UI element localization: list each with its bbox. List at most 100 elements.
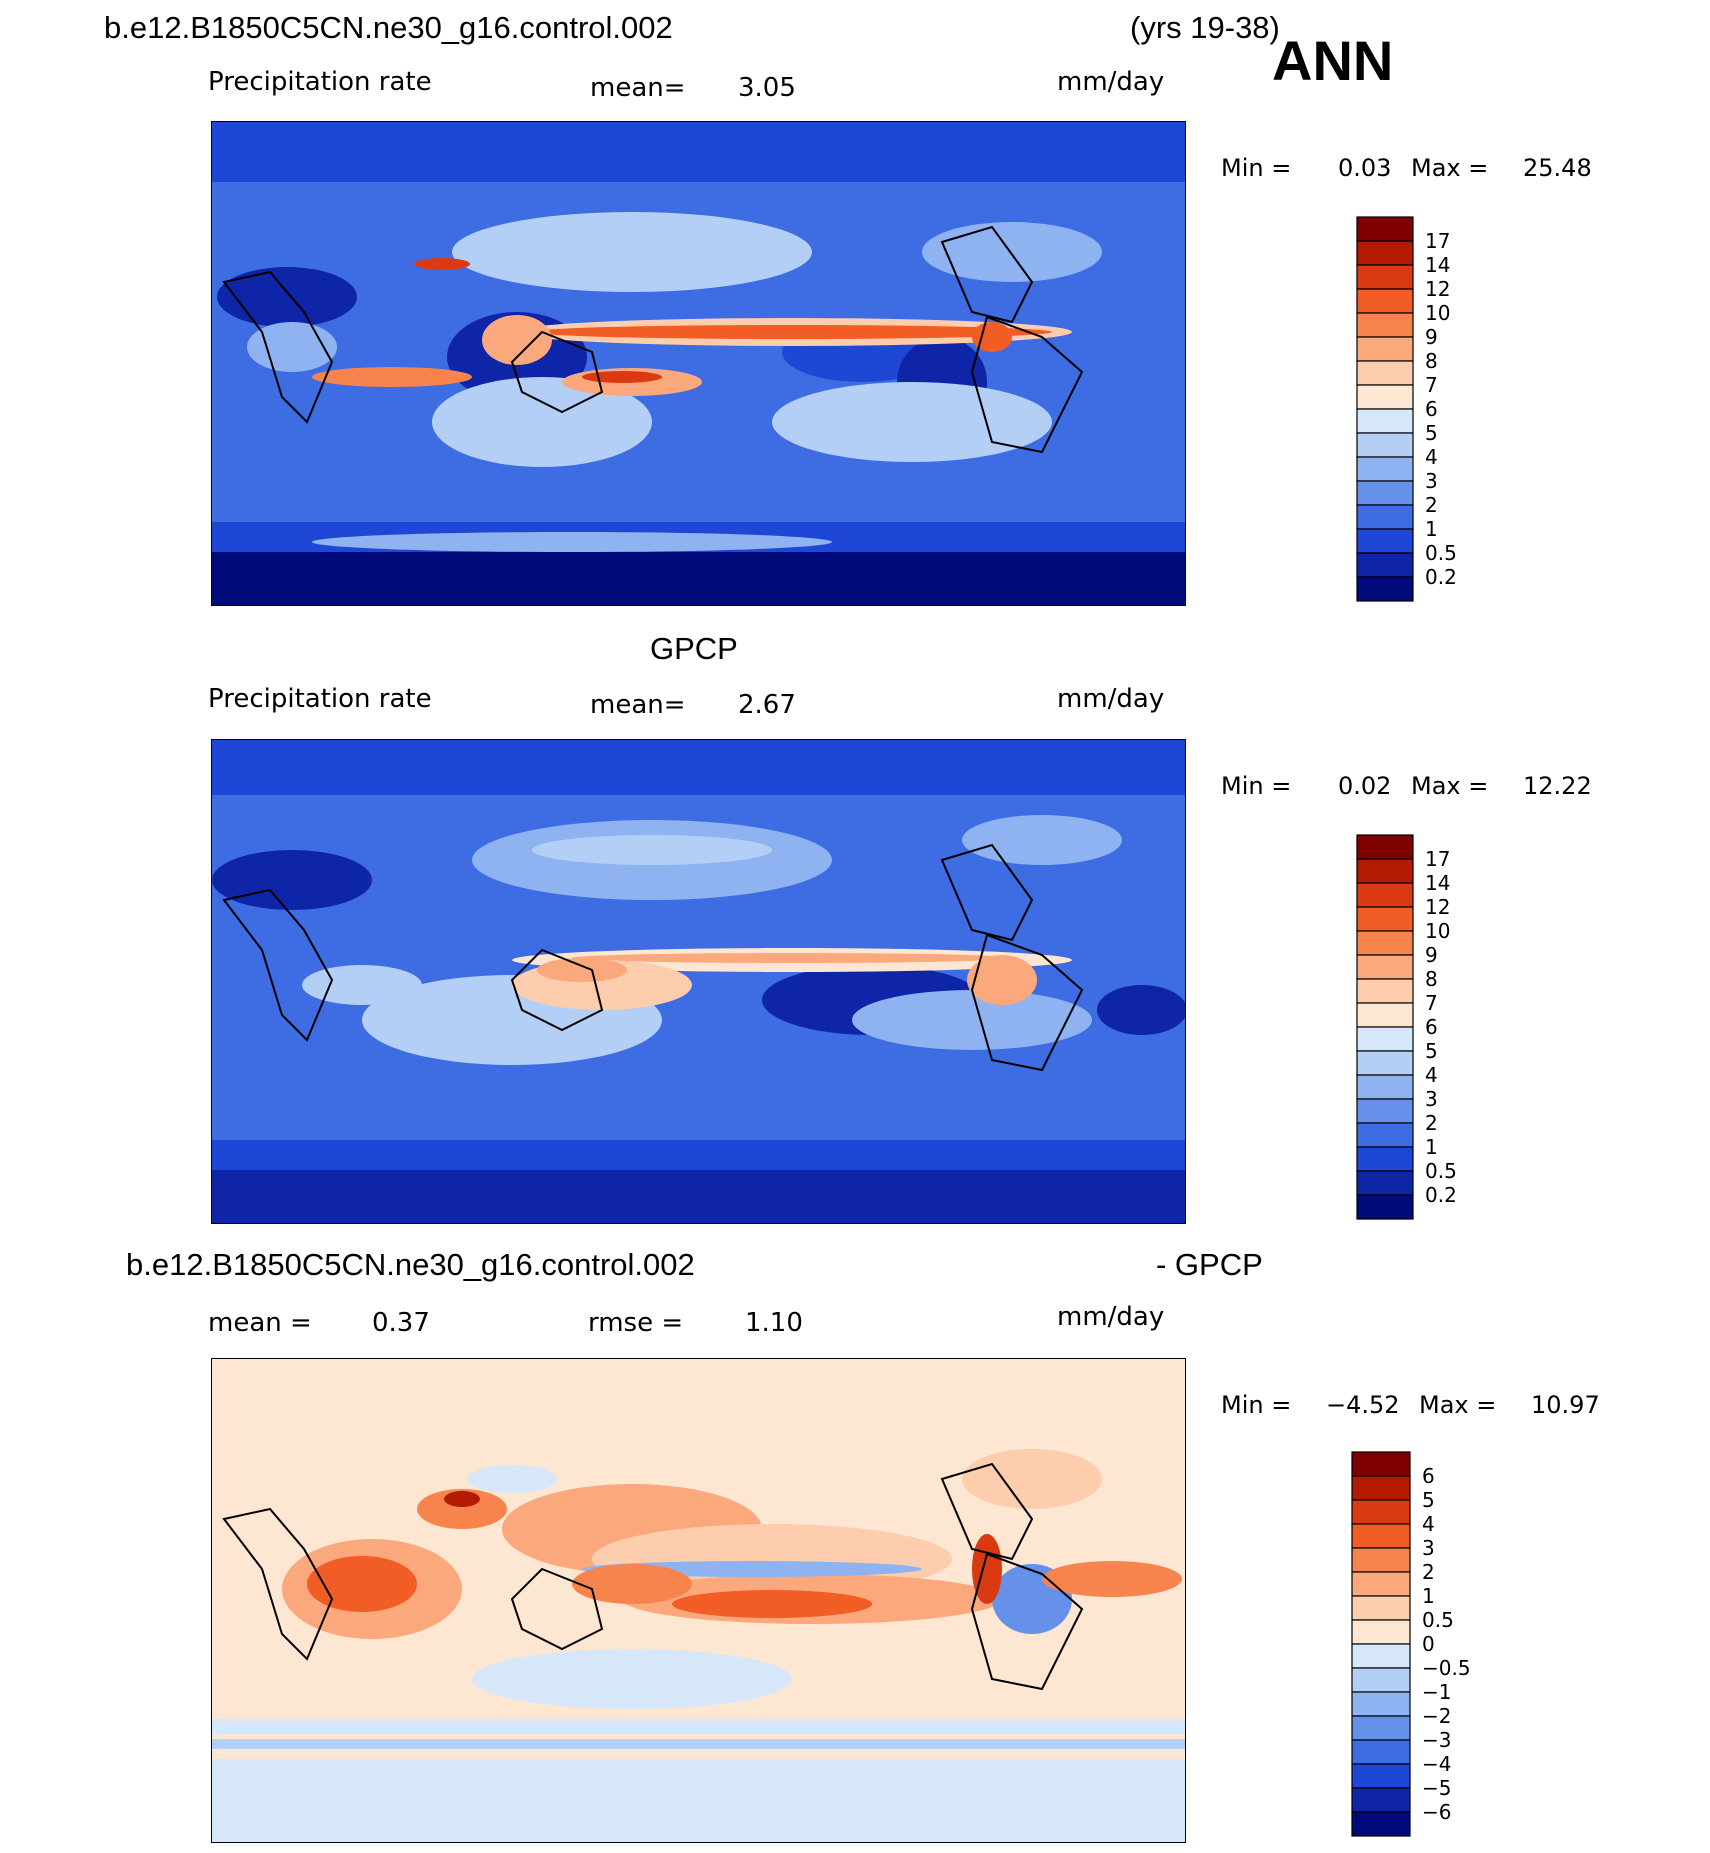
panel1-mean-value: 3.05 (738, 73, 796, 103)
panel1-min-value: 0.03 (1338, 154, 1392, 182)
panel1-map-svg (212, 122, 1185, 605)
colorbar-tick-label: −0.5 (1422, 1656, 1471, 1680)
colorbar-tick-label: 8 (1425, 967, 1438, 991)
colorbar-swatch (1351, 1595, 1411, 1621)
colorbar-tick-label: 6 (1425, 1015, 1438, 1039)
colorbar-swatch (1356, 552, 1414, 578)
panel1-colorbar: 17 14 12 10 9 8 7 6 5 4 3 2 1 0.5 0.2 (1356, 216, 1517, 606)
colorbar-swatch (1356, 1002, 1414, 1028)
colorbar-swatch (1351, 1739, 1411, 1765)
colorbar-swatch (1356, 480, 1414, 506)
colorbar-swatch (1356, 504, 1414, 530)
colorbar-swatch (1351, 1667, 1411, 1693)
panel2-mean-label: mean= (590, 690, 686, 720)
colorbar-tick-label: 10 (1425, 919, 1450, 943)
colorbar-swatch (1351, 1763, 1411, 1789)
colorbar-tick-label: 9 (1425, 325, 1438, 349)
colorbar-tick-label: 0.2 (1425, 565, 1457, 589)
colorbar-swatch (1356, 360, 1414, 386)
season-label: ANN (1272, 29, 1394, 92)
colorbar-tick-label: 5 (1425, 1039, 1438, 1063)
colorbar-tick-label: −2 (1422, 1704, 1451, 1728)
colorbar-tick-label: 3 (1425, 1087, 1438, 1111)
colorbar-swatch (1351, 1691, 1411, 1717)
colorbar-swatch (1356, 1194, 1414, 1220)
colorbar-tick-label: 17 (1425, 847, 1450, 871)
panel1-max-value: 25.48 (1523, 154, 1592, 182)
colorbar-swatch (1356, 264, 1414, 290)
panel2-variable-label: Precipitation rate (208, 684, 432, 714)
colorbar-swatch (1356, 1146, 1414, 1172)
colorbar-tick-label: 0 (1422, 1632, 1435, 1656)
panel2-units: mm/day (1057, 684, 1165, 714)
colorbar-tick-label: 2 (1425, 493, 1438, 517)
colorbar-swatch (1356, 312, 1414, 338)
colorbar-tick-label: 2 (1425, 1111, 1438, 1135)
colorbar-tick-label: 1 (1422, 1584, 1435, 1608)
colorbar-tick-label: 8 (1425, 349, 1438, 373)
colorbar-swatch (1356, 1122, 1414, 1148)
colorbar-tick-label: 2 (1422, 1560, 1435, 1584)
panel2-map (211, 739, 1186, 1224)
panel3-max-label: Max = (1419, 1391, 1497, 1419)
colorbar-tick-label: 14 (1425, 871, 1450, 895)
panel1-mean-label: mean= (590, 73, 686, 103)
panel3-mean-label: mean = (208, 1308, 312, 1338)
colorbar-tick-label: 3 (1422, 1536, 1435, 1560)
colorbar-tick-label: 17 (1425, 229, 1450, 253)
panel1-map (211, 121, 1186, 606)
colorbar-tick-label: 12 (1425, 895, 1450, 919)
panel3-colorbar: 6 5 4 3 2 1 0.5 0 −0.5 −1 −2 −3 −4 −5 −6 (1351, 1451, 1532, 1841)
panel3-rmse-value: 1.10 (745, 1308, 803, 1338)
colorbar-tick-label: 6 (1425, 397, 1438, 421)
colorbar-tick-label: −1 (1422, 1680, 1451, 1704)
colorbar-swatch (1351, 1451, 1411, 1477)
colorbar-swatch (1356, 1074, 1414, 1100)
colorbar-tick-label: 0.5 (1422, 1608, 1454, 1632)
colorbar-tick-label: 0.2 (1425, 1183, 1457, 1207)
colorbar-swatch (1356, 1050, 1414, 1076)
colorbar-tick-label: 6 (1422, 1464, 1435, 1488)
panel3-mean-value: 0.37 (372, 1308, 430, 1338)
panel2-map-svg (212, 740, 1185, 1223)
obs-title: GPCP (650, 631, 738, 666)
colorbar-swatch (1356, 906, 1414, 932)
colorbar-swatch (1356, 1026, 1414, 1052)
colorbar-tick-label: 4 (1425, 445, 1438, 469)
colorbar-swatch (1351, 1547, 1411, 1573)
colorbar-swatch (1356, 1170, 1414, 1196)
colorbar-swatch (1356, 858, 1414, 884)
panel2-colorbar: 17 14 12 10 9 8 7 6 5 4 3 2 1 0.5 0.2 (1356, 834, 1517, 1224)
colorbar-tick-label: 12 (1425, 277, 1450, 301)
panel3-units: mm/day (1057, 1302, 1165, 1332)
colorbar-tick-label: −6 (1422, 1800, 1451, 1824)
panel2-min-label: Min = (1221, 772, 1292, 800)
colorbar-swatch (1356, 240, 1414, 266)
colorbar-swatch (1351, 1523, 1411, 1549)
colorbar-swatch (1356, 336, 1414, 362)
colorbar-tick-label: 3 (1425, 469, 1438, 493)
years-label: (yrs 19-38) (1130, 10, 1280, 45)
colorbar-tick-label: 5 (1425, 421, 1438, 445)
colorbar-tick-label: 0.5 (1425, 1159, 1457, 1183)
panel2-mean-value: 2.67 (738, 690, 796, 720)
panel3-map (211, 1358, 1186, 1843)
panel3-map-svg (212, 1359, 1185, 1842)
colorbar-tick-label: −5 (1422, 1776, 1451, 1800)
colorbar-tick-label: 1 (1425, 1135, 1438, 1159)
colorbar-swatch (1356, 1098, 1414, 1124)
panel3-rmse-label: rmse = (588, 1308, 684, 1338)
colorbar-tick-label: 10 (1425, 301, 1450, 325)
colorbar-swatch (1351, 1811, 1411, 1837)
colorbar-swatch (1351, 1715, 1411, 1741)
diff-obs-title: - GPCP (1156, 1247, 1263, 1282)
colorbar-tick-label: 5 (1422, 1488, 1435, 1512)
colorbar-tick-label: 9 (1425, 943, 1438, 967)
panel1-max-label: Max = (1411, 154, 1489, 182)
colorbar-swatch (1351, 1787, 1411, 1813)
panel1-min-label: Min = (1221, 154, 1292, 182)
panel3-min-value: −4.52 (1326, 1391, 1400, 1419)
panel1-variable-label: Precipitation rate (208, 67, 432, 97)
colorbar-swatch (1356, 834, 1414, 860)
panel3-max-value: 10.97 (1531, 1391, 1600, 1419)
